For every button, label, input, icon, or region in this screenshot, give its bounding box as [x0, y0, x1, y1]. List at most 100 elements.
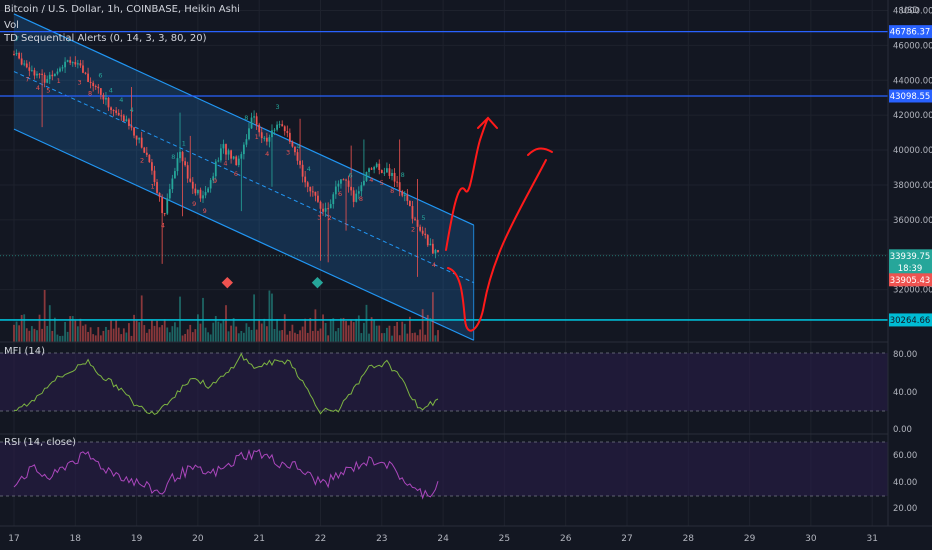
- candle: [56, 71, 59, 74]
- volume-bar: [311, 330, 314, 342]
- td-count: 3: [276, 103, 280, 111]
- candle: [87, 73, 89, 82]
- volume-bar: [411, 333, 414, 342]
- candle: [125, 119, 128, 122]
- symbol-title[interactable]: Bitcoin / U.S. Dollar, 1h, COINBASE, Hei…: [4, 4, 240, 15]
- volume-bar: [319, 328, 322, 342]
- volume-bar: [143, 325, 146, 342]
- volume-bar: [28, 330, 31, 342]
- candle: [133, 127, 135, 136]
- volume-bar: [360, 333, 363, 342]
- td-count: 4: [109, 86, 113, 94]
- price-tag: [889, 313, 932, 327]
- volume-bar: [265, 326, 268, 342]
- volume-bar: [258, 319, 261, 342]
- time-tick: 17: [8, 534, 19, 544]
- candle: [327, 208, 330, 210]
- candle: [424, 233, 427, 236]
- candle: [278, 124, 281, 126]
- volume-bar: [403, 323, 406, 342]
- candle: [115, 110, 118, 113]
- candlestick-series: [13, 49, 439, 277]
- candle: [145, 152, 148, 155]
- candle: [396, 181, 399, 183]
- volume-bar: [133, 314, 135, 342]
- horizontal-levels[interactable]: [0, 31, 888, 321]
- candle: [163, 213, 166, 215]
- volume-bar: [334, 331, 337, 342]
- volume-bar: [375, 325, 378, 342]
- mfi-legend[interactable]: MFI (14): [4, 346, 46, 357]
- candle: [74, 62, 77, 65]
- volume-bar: [112, 328, 115, 342]
- volume-bar: [237, 333, 240, 342]
- volume-bar: [156, 320, 158, 342]
- time-axis[interactable]: 17 18 19 20 21 22 23 24 25 26 27 28 29 30 31: [8, 534, 878, 544]
- volume-bar: [99, 335, 102, 342]
- volume-bar: [232, 318, 235, 342]
- bullish-arrow-2[interactable]: [447, 159, 547, 332]
- candle: [71, 62, 74, 64]
- volume-bar: [117, 327, 120, 342]
- price-tick: 32000.00: [893, 286, 932, 296]
- channel-upper[interactable]: [13, 13, 475, 226]
- candle: [263, 137, 266, 139]
- candle: [429, 243, 432, 246]
- volume-bar: [288, 331, 291, 342]
- candle: [23, 63, 26, 65]
- volume-bar: [426, 314, 429, 342]
- candle: [240, 154, 243, 159]
- volume-bar: [431, 292, 434, 342]
- candle: [434, 249, 437, 254]
- volume-bar: [64, 321, 66, 342]
- price-tag: [889, 261, 932, 275]
- td-count: 9: [213, 177, 217, 185]
- price-tags: 46786.37 43098.55 33939.75 18:39 33905.43 302…: [889, 25, 932, 327]
- candle: [28, 67, 31, 71]
- candle: [191, 181, 194, 189]
- candle: [403, 195, 406, 197]
- volume-bar: [53, 317, 56, 342]
- volume-legend[interactable]: Vol: [4, 20, 19, 31]
- candle: [135, 135, 138, 140]
- volume-bar: [340, 318, 342, 342]
- candle: [156, 182, 158, 193]
- volume-bar: [110, 320, 112, 342]
- volume-bar: [424, 334, 427, 342]
- time-tick: 30: [805, 534, 817, 544]
- td-count: 4: [307, 165, 311, 173]
- mfi-axis: 80.00 40.00 0.00: [893, 350, 917, 435]
- candle: [375, 163, 378, 167]
- volume-bar: [317, 330, 319, 342]
- time-tick: 26: [560, 534, 572, 544]
- volume-bar: [393, 325, 396, 342]
- volume-bar: [255, 329, 258, 342]
- channel-lower[interactable]: [13, 128, 475, 341]
- volume-bar: [207, 332, 210, 342]
- time-tick: 18: [70, 534, 82, 544]
- volume-bar: [235, 326, 238, 342]
- volume-bar: [184, 333, 187, 342]
- td-count: 8: [171, 153, 175, 161]
- volume-bar: [217, 321, 220, 342]
- candle: [105, 97, 107, 100]
- volume-bar: [365, 304, 368, 342]
- candle: [219, 148, 222, 161]
- bullish-arrow-1[interactable]: [445, 117, 489, 251]
- volume-bar: [225, 305, 227, 342]
- candle: [128, 119, 130, 126]
- candle: [334, 186, 337, 195]
- volume-bar: [66, 331, 69, 342]
- candle: [110, 107, 112, 111]
- td-sequential-legend[interactable]: TD Sequential Alerts (0, 14, 3, 3, 80, 2…: [4, 33, 207, 44]
- volume-bar: [122, 328, 125, 342]
- volume-bar: [227, 331, 230, 342]
- rsi-legend[interactable]: RSI (14, close): [4, 437, 77, 448]
- volume-bar: [345, 321, 347, 342]
- candle: [437, 249, 439, 252]
- candle: [386, 168, 388, 173]
- channel-mid[interactable]: [13, 71, 474, 284]
- freehand-arrows[interactable]: [445, 116, 553, 332]
